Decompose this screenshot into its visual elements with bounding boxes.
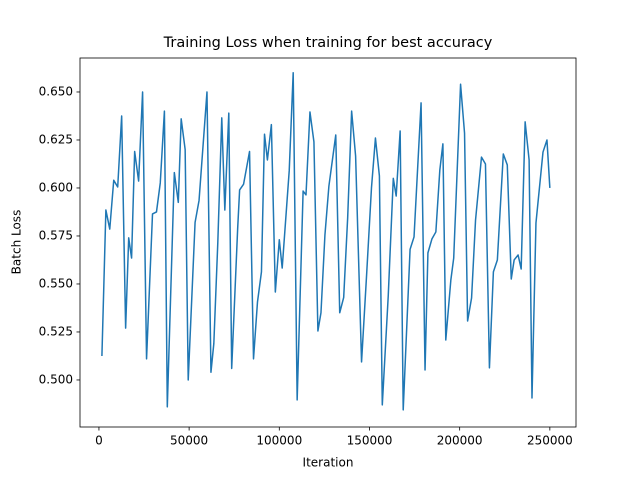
x-tick-label: 100000 <box>256 434 302 448</box>
x-axis-label: Iteration <box>303 456 354 470</box>
x-tick-label: 200000 <box>437 434 483 448</box>
y-tick-label: 0.575 <box>39 228 73 242</box>
x-tick-label: 150000 <box>347 434 393 448</box>
x-tick-label: 0 <box>95 434 103 448</box>
plot-frame <box>79 57 577 428</box>
x-tick-label: 250000 <box>527 434 573 448</box>
data-line <box>101 72 551 411</box>
y-tick-label: 0.650 <box>39 84 73 98</box>
y-tick-label: 0.625 <box>39 132 73 146</box>
y-tick-label: 0.500 <box>39 372 73 386</box>
y-tick-label: 0.550 <box>39 276 73 290</box>
y-axis-label: Batch Loss <box>10 210 24 275</box>
x-tick-label: 50000 <box>170 434 208 448</box>
y-tick-label: 0.525 <box>39 324 73 338</box>
y-tick-label: 0.600 <box>39 180 73 194</box>
chart-title: Training Loss when training for best acc… <box>163 35 493 51</box>
